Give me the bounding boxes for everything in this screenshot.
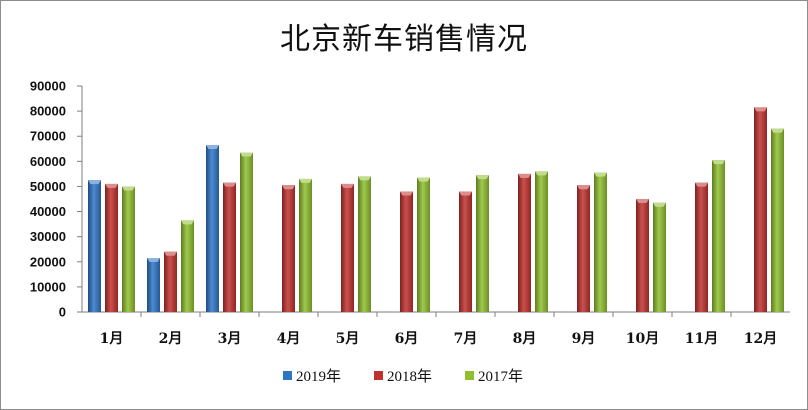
bar-cap xyxy=(476,175,489,180)
bar-cap xyxy=(417,177,430,182)
y-tick-label: 10000 xyxy=(30,279,66,294)
y-tick-label: 0 xyxy=(59,305,66,320)
legend-label-2019年: 2019年 xyxy=(296,368,341,385)
legend-label-2017年: 2017年 xyxy=(478,368,523,385)
bar-2018年-1月 xyxy=(105,183,118,312)
bar-cap xyxy=(341,183,354,188)
bar-cap xyxy=(164,251,177,256)
bar-2018年-4月 xyxy=(282,185,295,312)
bar-2018年-9月 xyxy=(577,185,590,312)
bar-cap xyxy=(282,185,295,190)
bar-cap xyxy=(518,173,531,178)
y-tick-label: 30000 xyxy=(30,229,66,244)
bar-cap xyxy=(299,178,312,183)
bar-2018年-5月 xyxy=(341,183,354,312)
bar-2018年-2月 xyxy=(164,251,177,312)
bar-cap xyxy=(400,191,413,196)
bar-2017年-3月 xyxy=(240,152,253,312)
bar-cap xyxy=(105,183,118,188)
bar-2018年-8月 xyxy=(518,173,531,312)
x-tick-label: 12月 xyxy=(744,331,777,347)
chart-title: 北京新车销售情况 xyxy=(280,22,528,57)
legend-swatch-2019年 xyxy=(283,371,292,380)
bar-2017年-5月 xyxy=(358,176,371,312)
bar-cap xyxy=(223,182,236,187)
y-tick-label: 20000 xyxy=(30,254,66,269)
x-tick-label: 8月 xyxy=(513,331,537,347)
x-tick-label: 4月 xyxy=(277,331,301,347)
bar-cap xyxy=(754,107,767,112)
bar-2017年-7月 xyxy=(476,175,489,312)
legend-label-2018年: 2018年 xyxy=(387,368,432,385)
bar-cap xyxy=(459,191,472,196)
x-tick-label: 2月 xyxy=(159,331,183,347)
legend-swatch-2017年 xyxy=(465,371,474,380)
bar-2017年-8月 xyxy=(535,171,548,312)
bar-2018年-11月 xyxy=(695,182,708,312)
y-tick-label: 80000 xyxy=(30,104,66,119)
bar-2019年-3月 xyxy=(206,145,219,312)
bar-2019年-2月 xyxy=(147,258,160,312)
bar-cap xyxy=(147,258,160,263)
bar-cap xyxy=(122,186,135,191)
x-tick-label: 6月 xyxy=(395,331,419,347)
bar-2018年-6月 xyxy=(400,191,413,312)
bar-2018年-7月 xyxy=(459,191,472,312)
bar-2017年-12月 xyxy=(771,128,784,312)
bar-2017年-10月 xyxy=(653,202,666,312)
bar-2017年-1月 xyxy=(122,186,135,312)
y-tick-label: 90000 xyxy=(30,79,66,94)
x-tick-label: 3月 xyxy=(218,331,242,347)
y-tick-label: 50000 xyxy=(30,179,66,194)
bar-cap xyxy=(653,202,666,207)
bar-cap xyxy=(712,160,725,165)
bar-cap xyxy=(358,176,371,181)
bar-2017年-6月 xyxy=(417,177,430,312)
y-tick-label: 70000 xyxy=(30,129,66,144)
bar-cap xyxy=(594,172,607,177)
bar-2017年-2月 xyxy=(181,220,194,312)
bar-2017年-9月 xyxy=(594,172,607,312)
y-tick-label: 60000 xyxy=(30,154,66,169)
bar-cap xyxy=(181,220,194,225)
bar-cap xyxy=(577,185,590,190)
x-tick-label: 1月 xyxy=(100,331,124,347)
legend-swatch-2018年 xyxy=(374,371,383,380)
bar-cap xyxy=(240,152,253,157)
bar-cap xyxy=(206,145,219,150)
x-tick-label: 11月 xyxy=(685,331,718,347)
x-tick-label: 9月 xyxy=(572,331,596,347)
bar-2019年-1月 xyxy=(88,180,101,312)
bar-cap xyxy=(771,128,784,133)
bar-2018年-3月 xyxy=(223,182,236,312)
bar-cap xyxy=(636,199,649,203)
bar-cap xyxy=(88,180,101,185)
x-tick-label: 5月 xyxy=(336,331,360,347)
bar-2017年-11月 xyxy=(712,160,725,312)
x-tick-label: 10月 xyxy=(626,331,659,347)
bar-cap xyxy=(695,182,708,187)
bar-2017年-4月 xyxy=(299,178,312,312)
bar-2018年-10月 xyxy=(636,199,649,312)
bar-2018年-12月 xyxy=(754,107,767,312)
x-tick-label: 7月 xyxy=(454,331,478,347)
bar-cap xyxy=(535,171,548,176)
y-tick-label: 40000 xyxy=(30,204,66,219)
